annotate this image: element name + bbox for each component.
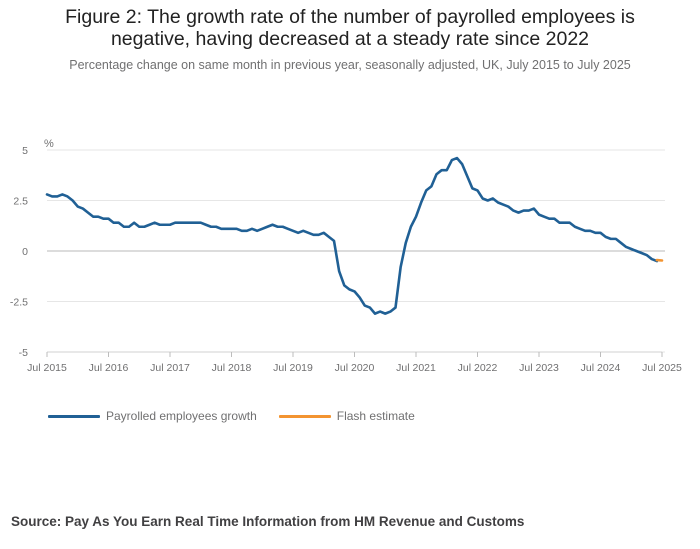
chart-title-line-2: negative, having decreased at a steady r… — [110, 28, 590, 50]
x-tick-label: Jul 2015 — [27, 362, 67, 374]
y-tick-label: -5 — [19, 347, 28, 359]
legend-label-flash: Flash estimate — [336, 409, 415, 423]
legend-label-main: Payrolled employees growth — [106, 409, 257, 423]
y-axis-ticks: 5 2.5 0 -2.5 -5 — [10, 145, 28, 359]
x-tick-label: Jul 2018 — [212, 362, 252, 374]
series-line-payrolled-employees-growth — [45, 156, 659, 315]
legend-item-flash: Flash estimate — [278, 409, 415, 423]
legend-swatch-main — [48, 414, 100, 418]
gridlines — [47, 149, 665, 353]
x-tick-label: Jul 2019 — [273, 362, 313, 374]
legend-swatch-flash — [278, 414, 331, 418]
chart-legend: Payrolled employees growth Flash estimat… — [48, 409, 437, 423]
y-axis-unit: % — [44, 138, 54, 150]
series-lines — [45, 156, 664, 315]
y-tick-label: 2.5 — [13, 196, 28, 208]
x-tick-label: Jul 2025 — [642, 362, 682, 374]
x-tick-label: Jul 2020 — [335, 362, 375, 374]
x-tick-label: Jul 2024 — [581, 362, 621, 374]
y-tick-label: 5 — [22, 145, 28, 157]
chart-title-line-1: Figure 2: The growth rate of the number … — [65, 6, 635, 28]
chart-title: Figure 2: The growth rate of the number … — [0, 6, 700, 50]
x-tick-label: Jul 2021 — [396, 362, 436, 374]
x-tick-label: Jul 2023 — [519, 362, 559, 374]
x-axis-ticks: Jul 2015 Jul 2016 Jul 2017 Jul 2018 Jul 2019… — [27, 351, 682, 374]
x-tick-label: Jul 2016 — [89, 362, 129, 374]
x-tick-label: Jul 2022 — [458, 362, 498, 374]
source-note: Source: Pay As You Earn Real Time Inform… — [11, 514, 525, 529]
y-tick-label: -2.5 — [10, 297, 28, 309]
x-tick-label: Jul 2017 — [150, 362, 190, 374]
y-tick-label: 0 — [22, 246, 28, 258]
chart-subtitle: Percentage change on same month in previ… — [69, 58, 631, 72]
legend-item-main: Payrolled employees growth — [48, 409, 257, 423]
